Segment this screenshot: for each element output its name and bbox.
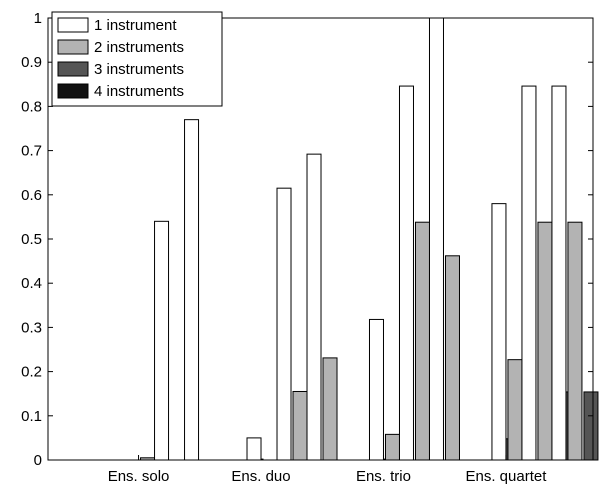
bar-1-instrument (428, 17, 444, 461)
legend-label: 3 instruments (94, 61, 184, 78)
y-tick-label: 0.8 (21, 98, 42, 115)
bar-2-instruments (537, 221, 553, 461)
y-tick-label: 1 (34, 10, 42, 27)
x-tick-label: Ens. solo (108, 468, 170, 485)
y-tick-label: 0.2 (21, 364, 42, 381)
y-tick-label: 0.1 (21, 408, 42, 425)
bar-1-instrument (154, 220, 170, 461)
bar-1-instrument (551, 85, 567, 461)
x-tick-labels: Ens. solo Ens. duo Ens. trio Ens. quartet (108, 455, 548, 485)
bar-1-instrument (368, 318, 384, 461)
bar-2-instruments (444, 255, 460, 461)
bars-layer (140, 17, 599, 461)
bar-2-instruments (322, 357, 338, 461)
legend-swatch (57, 39, 89, 55)
legend-swatch (57, 61, 89, 77)
y-tick-label: 0.6 (21, 187, 42, 204)
legend-label: 4 instruments (94, 83, 184, 100)
legend-label: 1 instrument (94, 17, 177, 34)
bar-1-instrument (184, 119, 200, 461)
bar-2-instruments (567, 221, 583, 461)
legend-swatch (57, 17, 89, 33)
y-tick-label: 0 (34, 452, 42, 469)
legend-label: 2 instruments (94, 39, 184, 56)
y-tick-label: 0.4 (21, 275, 42, 292)
legend-swatch (57, 83, 89, 99)
bar-2-instruments (414, 221, 430, 461)
x-tick-label: Ens. duo (231, 468, 290, 485)
y-tick-label: 0.3 (21, 319, 42, 336)
legend: 1 instrument 2 instruments 3 instruments 4 … (51, 11, 223, 107)
x-tick-label: Ens. quartet (466, 468, 548, 485)
y-tick-label: 0.5 (21, 231, 42, 248)
y-tick-label: 0.9 (21, 54, 42, 71)
y-tick-label: 0.7 (21, 143, 42, 160)
bar-1-instrument (306, 153, 322, 461)
x-tick-label: Ens. trio (356, 468, 411, 485)
bar-2-instruments (507, 359, 523, 461)
bar-1-instrument (398, 85, 414, 461)
bar-1-instrument (521, 85, 537, 461)
bar-1-instrument (246, 437, 262, 461)
bar-2-instruments (384, 433, 400, 461)
bar-1-instrument (491, 203, 507, 461)
y-ticks: 0 0.1 0.2 0.3 0.4 0.5 0.6 0.7 0.8 0.9 1 (21, 10, 593, 469)
bar-3-instruments (583, 391, 599, 461)
bar-2-instruments (292, 390, 308, 461)
bar-1-instrument (276, 187, 292, 461)
